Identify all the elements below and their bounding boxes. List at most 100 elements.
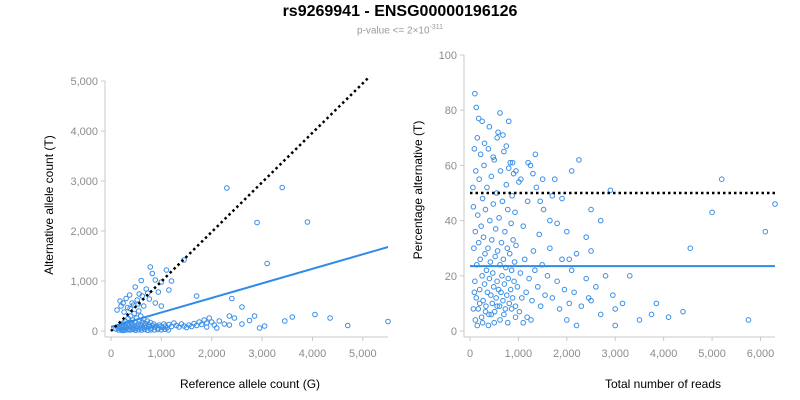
data-point (473, 295, 480, 301)
data-point (162, 326, 168, 333)
data-point (152, 277, 159, 283)
data-point (511, 259, 518, 265)
data-point (206, 315, 213, 321)
data-point (571, 289, 577, 296)
data-point (487, 259, 494, 265)
data-point (566, 300, 573, 307)
data-point (144, 318, 151, 324)
data-point (505, 165, 512, 171)
data-point (481, 281, 488, 287)
data-point (542, 292, 548, 298)
data-point (486, 123, 493, 130)
data-point (492, 226, 499, 232)
data-point (508, 220, 514, 227)
percentage-alternative-scatter: 0 1,000 2,000 3,000 4,000 5,000 6,000 0 20 40 60 80… (411, 50, 778, 391)
data-point (762, 228, 769, 235)
data-point (536, 231, 543, 238)
data-point (239, 304, 245, 310)
y-tick-label: 2,000 (70, 226, 98, 238)
data-point (488, 173, 495, 180)
data-point (121, 309, 127, 315)
data-point (478, 314, 485, 321)
data-point (208, 319, 215, 325)
data-point (772, 201, 778, 207)
data-point (509, 192, 515, 199)
x-tick-label: 2,000 (198, 348, 226, 360)
data-point (131, 310, 137, 317)
data-point (124, 304, 131, 311)
data-point (482, 206, 489, 213)
data-point (495, 129, 501, 136)
y-axis-label: Percentage alternative (T) (411, 121, 425, 260)
data-point (501, 281, 508, 287)
data-point (127, 327, 133, 333)
data-point (494, 248, 501, 254)
data-point (549, 295, 556, 301)
data-point (556, 306, 563, 312)
data-point (537, 198, 543, 205)
data-point (502, 228, 508, 235)
data-point (123, 295, 129, 302)
data-point (507, 286, 514, 293)
data-point (483, 303, 489, 309)
x-tick-label: 0 (467, 348, 473, 360)
data-point (312, 311, 318, 318)
data-point (327, 315, 333, 321)
data-point (119, 327, 125, 334)
data-point (566, 256, 573, 263)
data-point (490, 284, 497, 290)
data-point (224, 185, 230, 191)
data-point (653, 300, 660, 307)
data-point (472, 317, 479, 323)
data-point (115, 327, 122, 333)
chart-title: rs9269941 - ENSG00000196126 (282, 3, 518, 20)
data-point (573, 322, 580, 329)
p-value-subtitle: p-value <= 2×10-311 (0, 24, 800, 36)
y-tick-label: 40 (445, 216, 457, 228)
data-point (512, 303, 519, 309)
data-point (471, 146, 478, 152)
data-point (512, 209, 518, 216)
data-point (231, 315, 238, 321)
data-point (680, 308, 686, 315)
data-point (114, 307, 120, 313)
allele-count-scatter: 0 1,000 2,000 3,000 4,000 5,000 0 1,000 2,000 3,0… (42, 76, 391, 391)
data-point (544, 273, 551, 279)
data-point (489, 270, 496, 276)
data-point (476, 176, 482, 182)
data-point (473, 168, 479, 174)
data-point (135, 326, 142, 333)
data-point (514, 284, 521, 290)
data-point (475, 115, 482, 122)
data-point (168, 278, 175, 284)
data-point (549, 192, 556, 199)
data-point (470, 184, 476, 191)
data-point (505, 118, 512, 125)
data-point (491, 319, 498, 326)
data-point (485, 146, 492, 152)
data-point (385, 318, 391, 325)
data-point (165, 327, 172, 333)
data-point (488, 292, 494, 298)
data-point (492, 253, 498, 260)
data-point (221, 321, 228, 327)
data-point (578, 303, 585, 309)
y-tick-label: 0 (92, 326, 98, 338)
data-point (506, 300, 513, 307)
x-axis-label: Reference allele count (G) (180, 377, 320, 391)
data-point (626, 273, 633, 279)
data-point (509, 295, 516, 301)
data-point (281, 318, 288, 324)
data-point (588, 297, 594, 304)
data-point (493, 295, 499, 301)
data-point (475, 306, 482, 312)
data-point (246, 317, 253, 324)
data-point (146, 296, 153, 302)
data-point (507, 159, 513, 166)
data-point (718, 176, 725, 182)
data-point (602, 273, 609, 279)
y-tick-label: 60 (445, 160, 457, 172)
data-point (203, 324, 210, 330)
data-point (477, 256, 483, 263)
data-point (511, 278, 517, 285)
